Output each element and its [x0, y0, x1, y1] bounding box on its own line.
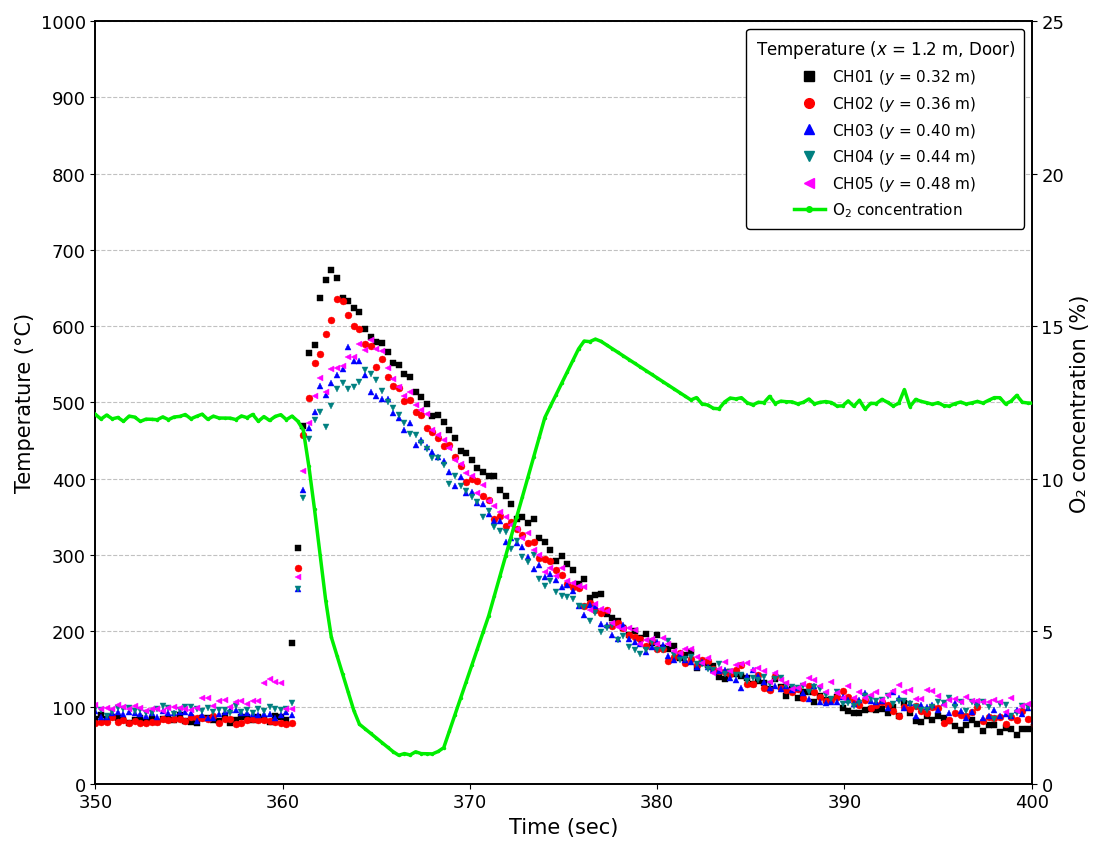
Legend: CH01 ($\it{y}$ = 0.32 m), CH02 ($\it{y}$ = 0.36 m), CH03 ($\it{y}$ = 0.40 m), CH: CH01 ($\it{y}$ = 0.32 m), CH02 ($\it{y}$…: [747, 30, 1024, 229]
Y-axis label: O₂ concentration (%): O₂ concentration (%): [1070, 294, 1090, 512]
Y-axis label: Temperature (°C): Temperature (°C): [15, 313, 35, 492]
X-axis label: Time (sec): Time (sec): [509, 817, 619, 837]
